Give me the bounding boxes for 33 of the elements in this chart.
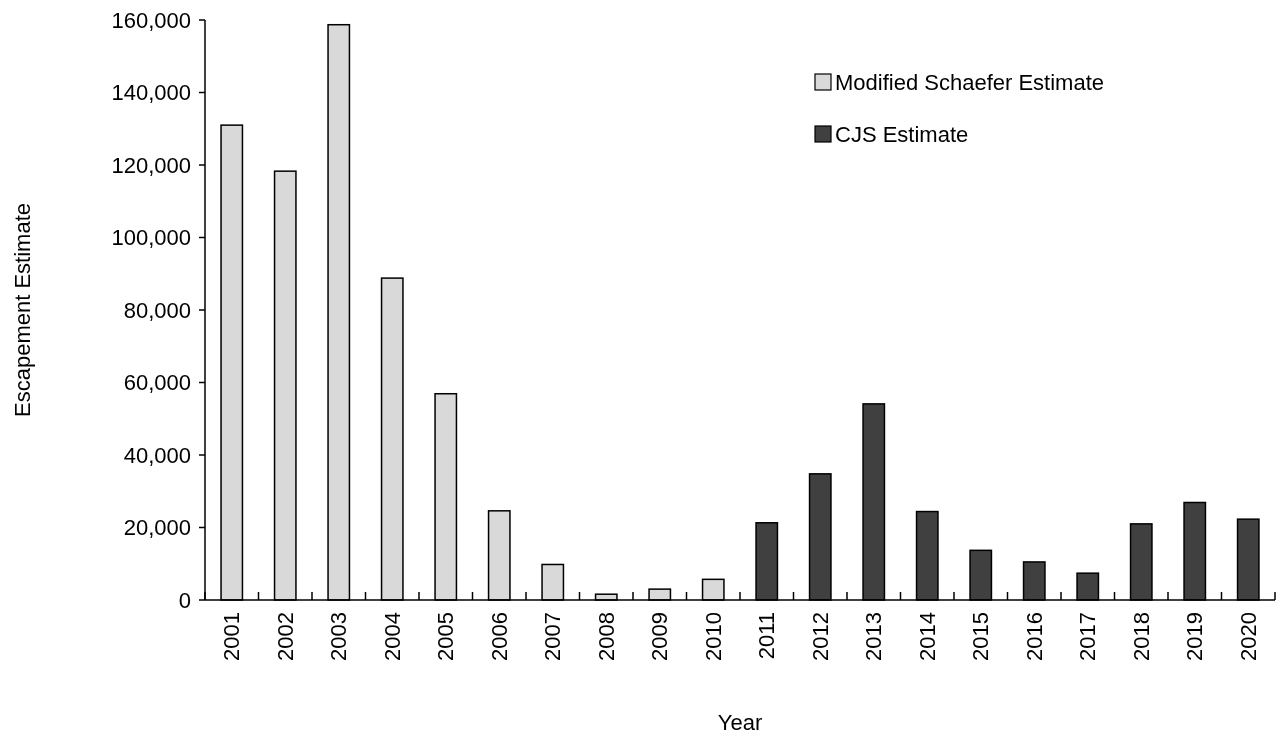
x-tick-label: 2015 (968, 612, 994, 661)
y-tick-label: 100,000 (111, 225, 191, 251)
x-tick-label: 2005 (433, 612, 459, 661)
x-tick-label: 2017 (1075, 612, 1101, 661)
y-tick-label: 140,000 (111, 80, 191, 106)
x-tick-label: 2001 (219, 612, 245, 661)
y-tick-label: 120,000 (111, 152, 191, 178)
y-tick-label: 40,000 (123, 442, 191, 468)
x-tick-label: 2004 (379, 612, 405, 661)
x-tick-label: 2013 (861, 612, 887, 661)
x-tick-label: 2008 (593, 612, 619, 661)
x-axis-title: Year (717, 710, 763, 735)
x-tick-label: 2016 (1021, 612, 1047, 661)
x-tick-label: 2011 (754, 612, 780, 660)
x-tick-label: 2020 (1235, 612, 1261, 661)
x-tick-label: 2007 (540, 612, 566, 661)
legend-label: CJS Estimate (835, 121, 969, 147)
y-tick-label: 80,000 (123, 297, 191, 323)
x-tick-label: 2009 (647, 612, 673, 661)
x-tick-label: 2006 (486, 612, 512, 661)
y-tick-label: 20,000 (123, 515, 191, 541)
y-tick-label: 60,000 (123, 370, 191, 396)
x-tick-label: 2018 (1128, 612, 1154, 661)
y-axis-title: Escapement Estimate (10, 203, 35, 417)
y-tick-label: 160,000 (111, 7, 191, 33)
legend-label: Modified Schaefer Estimate (835, 69, 1105, 95)
x-tick-label: 2019 (1182, 612, 1208, 661)
y-tick-label: 0 (178, 587, 191, 613)
x-tick-label: 2002 (272, 612, 298, 661)
x-tick-label: 2012 (807, 612, 833, 661)
x-tick-label: 2003 (326, 612, 352, 661)
x-tick-label: 2014 (914, 612, 940, 661)
x-tick-label: 2010 (700, 612, 726, 661)
